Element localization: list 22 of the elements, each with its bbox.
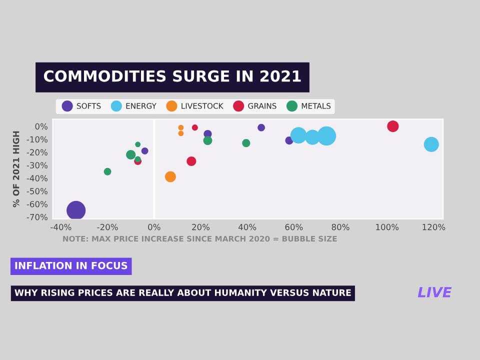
text: WHY RISING PRICES ARE REALLY ABOUT HUMANITY VERSUS NATURE	[14, 289, 351, 296]
x-tick-label: 120%	[422, 224, 446, 230]
y-tick-label: -50%	[26, 188, 48, 194]
y-tick-label: 0%	[35, 123, 48, 130]
y-tick-label: -30%	[26, 162, 48, 168]
x-tick-label: 20%	[192, 224, 210, 230]
x-tick-label: -40%	[50, 224, 72, 230]
text: INFLATION IN FOCUS	[15, 262, 128, 270]
x-tick-label: 60%	[285, 224, 303, 230]
x-tick-label: 100%	[376, 224, 399, 230]
x-tick-label: 40%	[238, 224, 256, 230]
text: LIVE	[418, 287, 452, 298]
y-tick-label: -40%	[26, 175, 48, 182]
x-tick-label: 80%	[332, 224, 350, 230]
y-tick-label: -70%	[26, 214, 48, 220]
y-tick-label: -60%	[26, 200, 48, 208]
y-tick-label: -10%	[26, 136, 48, 143]
x-tick-label: -20%	[97, 224, 118, 230]
y-tick-label: -20%	[26, 149, 48, 156]
y-axis-title: % OF 2021 HIGH	[12, 131, 20, 208]
chart-title: COMMODITIES SURGE IN 2021	[44, 70, 301, 82]
x-tick-label: 0%	[148, 224, 160, 230]
